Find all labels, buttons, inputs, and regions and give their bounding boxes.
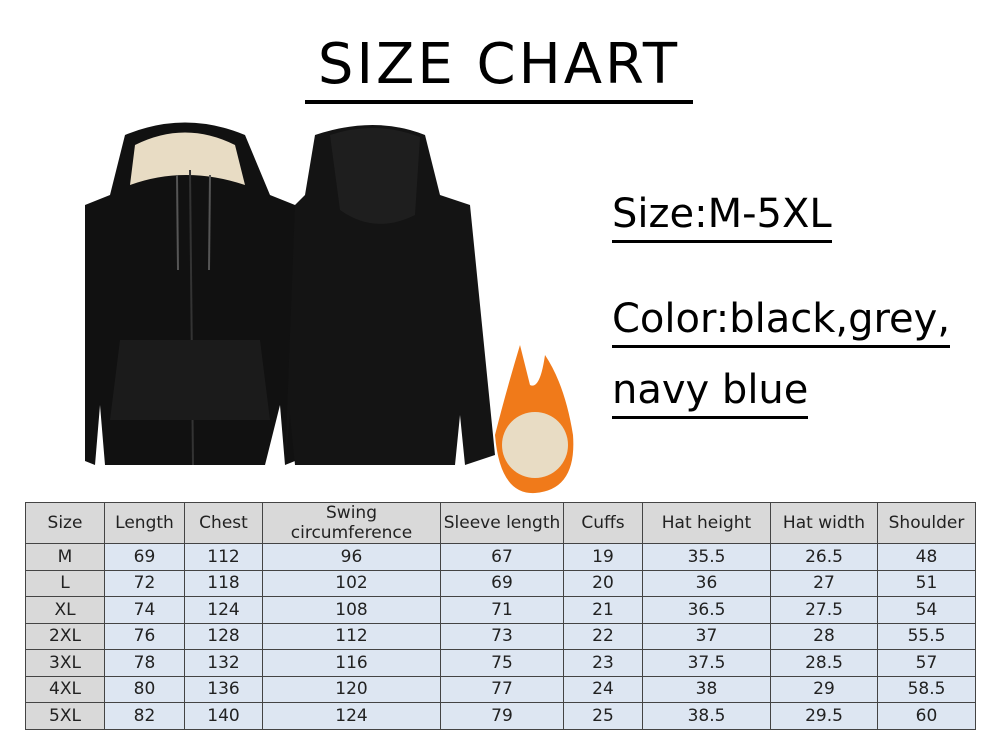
measurement-cell: 71	[440, 596, 564, 624]
measurement-cell: 36	[642, 569, 771, 597]
measurement-cell: 48	[877, 543, 976, 571]
measurement-cell: 108	[262, 596, 441, 624]
measurement-cell: 124	[262, 702, 441, 730]
measurement-cell: 80	[104, 675, 185, 703]
measurement-cell: 69	[104, 543, 185, 571]
column-header: Chest	[184, 502, 263, 544]
column-header: Swing circumference	[262, 502, 441, 544]
measurement-cell: 116	[262, 649, 441, 677]
measurement-cell: 60	[877, 702, 976, 730]
hoodie-back-image	[285, 125, 495, 465]
measurement-cell: 29	[770, 675, 878, 703]
column-header: Hat height	[642, 502, 771, 544]
size-cell: XL	[25, 596, 105, 624]
measurement-cell: 29.5	[770, 702, 878, 730]
size-cell: 2XL	[25, 622, 105, 650]
measurement-cell: 54	[877, 596, 976, 624]
hoodie-product-image	[85, 122, 574, 494]
measurement-cell: 96	[262, 543, 441, 571]
table-row: 5XL 82 140 124 79 25 38.5 29.5 60	[25, 702, 976, 730]
measurement-cell: 76	[104, 622, 185, 650]
measurement-cell: 112	[184, 543, 263, 571]
measurement-cell: 112	[262, 622, 441, 650]
measurement-cell: 27	[770, 569, 878, 597]
measurement-cell: 102	[262, 569, 441, 597]
measurement-cell: 22	[563, 622, 643, 650]
measurement-cell: 73	[440, 622, 564, 650]
table-header-row: Size Length Chest Swing circumference Sleeve…	[25, 502, 976, 544]
column-header: Hat width	[770, 502, 878, 544]
measurement-cell: 55.5	[877, 622, 976, 650]
measurement-cell: 118	[184, 569, 263, 597]
measurement-cell: 82	[104, 702, 185, 730]
table-row: M 69 112 96 67 19 35.5 26.5 48	[25, 543, 976, 571]
measurement-cell: 28	[770, 622, 878, 650]
measurement-cell: 20	[563, 569, 643, 597]
column-header: Cuffs	[563, 502, 643, 544]
size-range-text: Size:M-5XL	[612, 188, 832, 243]
measurement-cell: 58.5	[877, 675, 976, 703]
measurement-cell: 37	[642, 622, 771, 650]
measurement-cell: 36.5	[642, 596, 771, 624]
hoodie-front-image	[85, 122, 310, 466]
measurement-cell: 21	[563, 596, 643, 624]
fleece-flame-icon	[495, 345, 574, 494]
measurement-cell: 37.5	[642, 649, 771, 677]
size-cell: 3XL	[25, 649, 105, 677]
measurement-cell: 72	[104, 569, 185, 597]
measurement-cell: 35.5	[642, 543, 771, 571]
table-row: 3XL 78 132 116 75 23 37.5 28.5 57	[25, 649, 976, 677]
measurement-cell: 140	[184, 702, 263, 730]
size-cell: 5XL	[25, 702, 105, 730]
color-options-text-continued: navy blue	[612, 364, 809, 419]
measurement-cell: 77	[440, 675, 564, 703]
measurement-cell: 27.5	[770, 596, 878, 624]
measurement-cell: 51	[877, 569, 976, 597]
size-table: Size Length Chest Swing circumference Sleeve…	[25, 502, 976, 730]
size-cell: M	[25, 543, 105, 571]
measurement-cell: 25	[563, 702, 643, 730]
measurement-cell: 75	[440, 649, 564, 677]
measurement-cell: 79	[440, 702, 564, 730]
column-header: Sleeve length	[440, 502, 564, 544]
column-header: Length	[104, 502, 185, 544]
measurement-cell: 69	[440, 569, 564, 597]
size-cell: 4XL	[25, 675, 105, 703]
measurement-cell: 124	[184, 596, 263, 624]
table-row: L 72 118 102 69 20 36 27 51	[25, 569, 976, 597]
measurement-cell: 67	[440, 543, 564, 571]
table-row: 2XL 76 128 112 73 22 37 28 55.5	[25, 622, 976, 650]
measurement-cell: 19	[563, 543, 643, 571]
measurement-cell: 38	[642, 675, 771, 703]
column-header: Shoulder	[877, 502, 976, 544]
column-header: Size	[25, 502, 105, 544]
measurement-cell: 28.5	[770, 649, 878, 677]
color-options-text: Color:black,grey,	[612, 293, 951, 348]
size-cell: L	[25, 569, 105, 597]
measurement-cell: 23	[563, 649, 643, 677]
measurement-cell: 136	[184, 675, 263, 703]
measurement-cell: 38.5	[642, 702, 771, 730]
measurement-cell: 128	[184, 622, 263, 650]
table-row: XL 74 124 108 71 21 36.5 27.5 54	[25, 596, 976, 624]
table-row: 4XL 80 136 120 77 24 38 29 58.5	[25, 675, 976, 703]
measurement-cell: 24	[563, 675, 643, 703]
measurement-cell: 78	[104, 649, 185, 677]
measurement-cell: 57	[877, 649, 976, 677]
measurement-cell: 120	[262, 675, 441, 703]
measurement-cell: 26.5	[770, 543, 878, 571]
page-title: SIZE CHART	[305, 30, 693, 104]
measurement-cell: 74	[104, 596, 185, 624]
measurement-cell: 132	[184, 649, 263, 677]
